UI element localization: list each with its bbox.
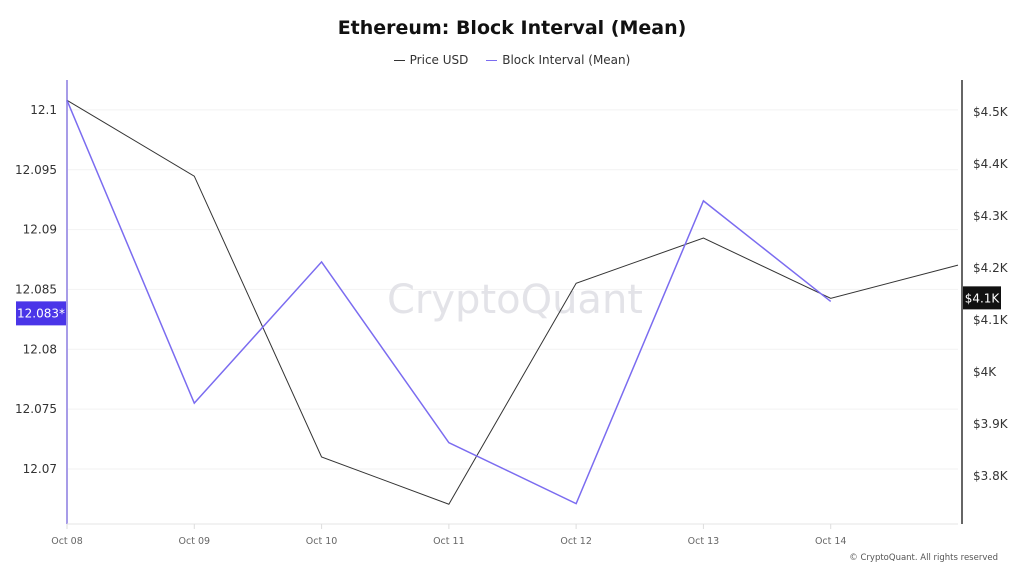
right-tick-label: $4.3K (973, 209, 1009, 223)
series-line-block-interval-mean- (66, 100, 832, 505)
left-tick-label: 12.07 (23, 462, 57, 476)
x-tick-label: Oct 14 (815, 536, 847, 547)
watermark: CryptoQuant (387, 277, 643, 323)
x-tick-label: Oct 08 (51, 536, 83, 547)
right-tick-label: $3.8K (973, 469, 1009, 483)
x-tick-label: Oct 10 (306, 536, 338, 547)
left-tick-label: 12.075 (15, 402, 57, 416)
right-tick-label: $4.2K (973, 261, 1009, 275)
legend-swatch-price (393, 59, 405, 61)
left-current-label: 12.083* (17, 306, 65, 320)
right-current-label: $4.1K (965, 291, 1001, 305)
left-tick-label: 12.09 (23, 223, 57, 237)
chart-title: Ethereum: Block Interval (Mean) (337, 17, 687, 39)
right-tick-label: $4.4K (973, 157, 1009, 171)
right-tick-label: $3.9K (973, 417, 1009, 431)
right-tick-label: $4.1K (973, 313, 1009, 327)
legend-label-price: Price USD (409, 53, 469, 68)
series-line-price-usd (66, 99, 959, 505)
left-tick-label: 12.095 (15, 163, 57, 177)
left-current-badge (16, 301, 66, 326)
legend-label-block-interval: Block Interval (Mean) (502, 53, 631, 68)
legend-swatch-block-interval (486, 59, 498, 61)
x-tick-label: Oct 12 (560, 536, 592, 547)
legend-item-block-interval[interactable]: Block Interval (Mean) (486, 53, 630, 67)
legend-item-price[interactable]: Price USD (393, 53, 469, 68)
x-tick-label: Oct 13 (688, 536, 720, 547)
legend: Price USD Block Interval (Mean) (0, 50, 1024, 67)
x-tick-label: Oct 09 (179, 536, 211, 547)
left-tick-label: 12.085 (15, 282, 57, 296)
left-tick-label: 12.1 (30, 103, 57, 117)
right-tick-label: $4K (973, 365, 997, 379)
copyright: © CryptoQuant. All rights reserved (849, 553, 998, 563)
right-tick-label: $4.5K (973, 105, 1009, 119)
left-tick-label: 12.08 (23, 342, 57, 356)
x-tick-label: Oct 11 (433, 536, 465, 547)
right-current-badge (963, 286, 1001, 310)
